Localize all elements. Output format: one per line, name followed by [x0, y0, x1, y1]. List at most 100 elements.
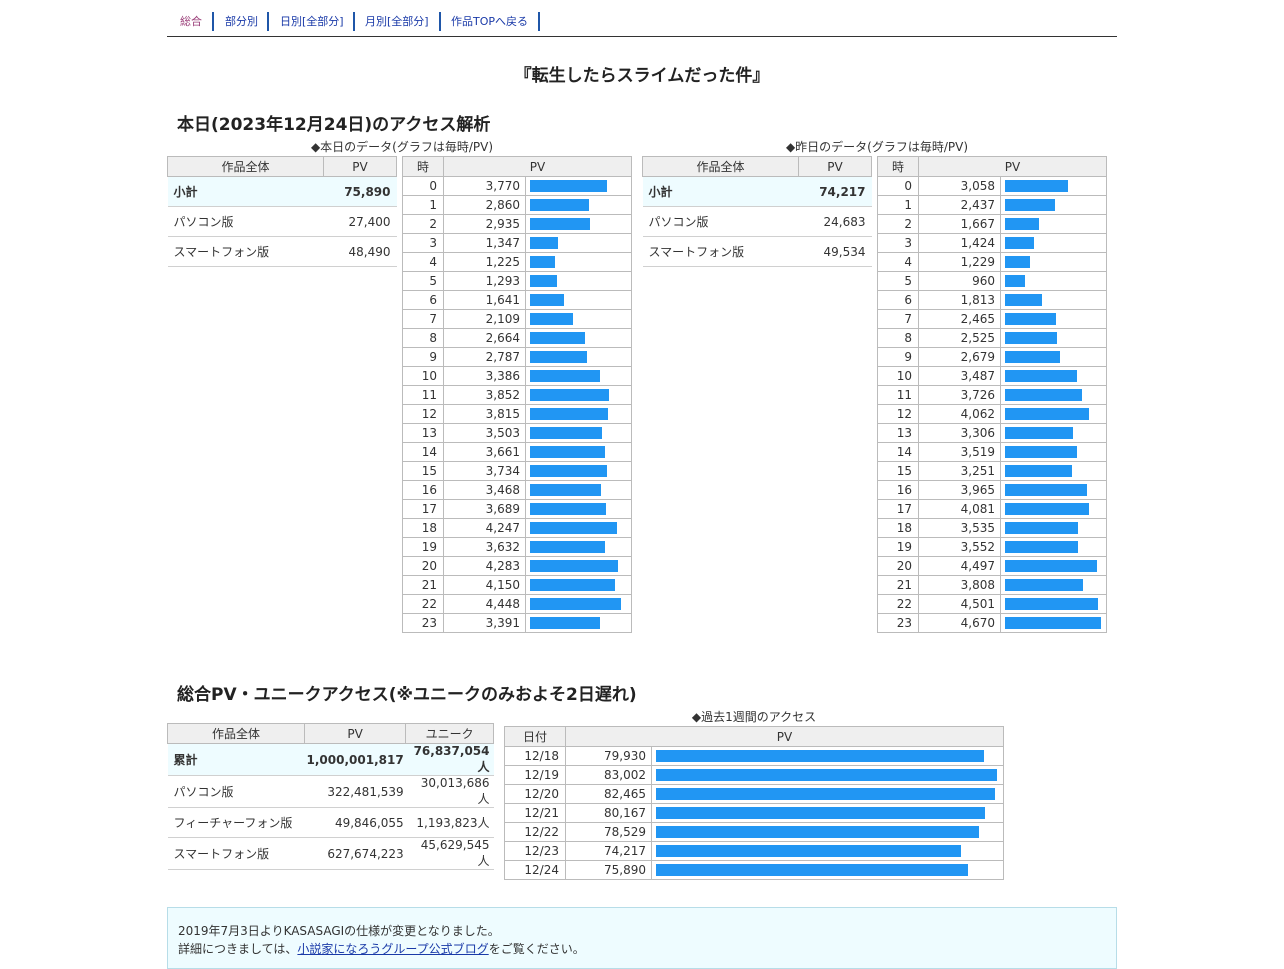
row-pv: 3,503	[443, 423, 526, 443]
bar-cell	[525, 290, 632, 310]
column-header: 作品全体	[642, 156, 799, 177]
bar-cell	[651, 765, 1004, 785]
bar-cell	[525, 404, 632, 424]
bar-cell	[525, 575, 632, 595]
pv-bar	[1005, 408, 1089, 420]
pv-bar	[530, 446, 605, 458]
row-label: 14	[877, 442, 919, 462]
nav-total[interactable]: 総合	[180, 15, 202, 28]
table-row: 6 1,813	[877, 290, 1107, 310]
summary-row: 累計 1,000,001,817 76,837,054人	[167, 743, 494, 776]
table-row: 8 2,525	[877, 328, 1107, 348]
row-pv: 49,846,055	[304, 807, 406, 838]
row-label: 5	[402, 271, 444, 291]
bar-cell	[1000, 537, 1107, 557]
nav-monthly[interactable]: 月別[全部分]	[365, 15, 429, 28]
row-pv: 3,552	[918, 537, 1001, 557]
row-label: 7	[402, 309, 444, 329]
row-label: 6	[402, 290, 444, 310]
nav-separator	[439, 12, 441, 31]
row-label: 13	[877, 423, 919, 443]
table-row: 20 4,497	[877, 556, 1107, 576]
column-header: PV	[303, 723, 407, 744]
row-label: 9	[877, 347, 919, 367]
notice-box: 2019年7月3日よりKASASAGIの仕様が変更となりました。 詳細につきまし…	[167, 907, 1117, 969]
table-row: 18 3,535	[877, 518, 1107, 538]
summary-row: 小計 75,890	[167, 176, 397, 207]
pv-bar	[656, 807, 985, 819]
nav-back-to-top[interactable]: 作品TOPへ戻る	[451, 15, 529, 28]
row-pv: 78,529	[565, 822, 652, 842]
table-row: 12 4,062	[877, 404, 1107, 424]
row-label: 15	[402, 461, 444, 481]
row-label: 12/19	[504, 765, 566, 785]
table-row: 12/19 83,002	[504, 765, 1004, 785]
table-row: 11 3,852	[402, 385, 632, 405]
table-row: 11 3,726	[877, 385, 1107, 405]
pv-bar	[1005, 199, 1055, 211]
total-summary-table: 作品全体 PV ユニーク 累計 1,000,001,817 76,837,054…	[167, 723, 494, 870]
table-row: 2 2,935	[402, 214, 632, 234]
row-label: 12/21	[504, 803, 566, 823]
row-label: 5	[877, 271, 919, 291]
row-pv: 3,632	[443, 537, 526, 557]
row-label: 18	[402, 518, 444, 538]
bar-cell	[525, 499, 632, 519]
row-pv: 74,217	[565, 841, 652, 861]
nav-by-part[interactable]: 部分別	[225, 15, 258, 28]
row-label: 19	[877, 537, 919, 557]
row-label: 13	[402, 423, 444, 443]
table-row: 12/20 82,465	[504, 784, 1004, 804]
nav-daily[interactable]: 日別[全部分]	[280, 15, 344, 28]
pv-bar	[530, 427, 602, 439]
row-pv: 4,670	[918, 613, 1001, 633]
today-section-heading: 本日(2023年12月24日)のアクセス解析	[177, 115, 491, 135]
official-blog-link[interactable]: 小説家になろうグループ公式ブログ	[297, 942, 489, 956]
pv-bar	[1005, 522, 1078, 534]
bar-cell	[651, 803, 1004, 823]
bar-cell	[1000, 290, 1107, 310]
row-value: 48,490	[323, 236, 397, 267]
row-pv: 79,930	[565, 746, 652, 766]
pv-bar	[530, 579, 615, 591]
summary-row: フィーチャーフォン版 49,846,055 1,193,823人	[167, 807, 494, 838]
notice-line-2: 詳細につきましては、小説家になろうグループ公式ブログをご覧ください。	[178, 940, 585, 957]
table-row: 13 3,306	[877, 423, 1107, 443]
row-pv: 82,465	[565, 784, 652, 804]
bar-cell	[651, 784, 1004, 804]
column-header: PV	[918, 156, 1107, 177]
row-label: 2	[402, 214, 444, 234]
row-pv: 1,667	[918, 214, 1001, 234]
bar-cell	[525, 214, 632, 234]
pv-bar	[656, 788, 995, 800]
pv-bar	[530, 199, 589, 211]
pv-bar	[530, 237, 558, 249]
row-label: 2	[877, 214, 919, 234]
row-label: 8	[877, 328, 919, 348]
row-pv: 322,481,539	[304, 775, 406, 808]
row-label: 21	[877, 575, 919, 595]
pv-bar	[530, 370, 600, 382]
row-label: 15	[877, 461, 919, 481]
pv-bar	[1005, 579, 1083, 591]
row-label: 17	[402, 499, 444, 519]
bar-cell	[525, 442, 632, 462]
bar-cell	[1000, 442, 1107, 462]
pv-bar	[1005, 313, 1056, 325]
table-row: 20 4,283	[402, 556, 632, 576]
bar-cell	[1000, 613, 1107, 633]
bar-cell	[525, 366, 632, 386]
yesterday-summary-table: 作品全体 PV 小計 74,217 パソコン版 24,683 スマートフォン版 …	[642, 156, 872, 267]
row-label: 12/22	[504, 822, 566, 842]
table-row: 7 2,465	[877, 309, 1107, 329]
row-value: 27,400	[323, 206, 397, 237]
pv-bar	[1005, 446, 1077, 458]
column-header: 作品全体	[167, 723, 305, 744]
bar-cell	[1000, 518, 1107, 538]
bar-cell	[1000, 233, 1107, 253]
pv-bar	[1005, 484, 1087, 496]
bar-cell	[525, 271, 632, 291]
row-label: 8	[402, 328, 444, 348]
row-label: 20	[402, 556, 444, 576]
bar-cell	[525, 518, 632, 538]
